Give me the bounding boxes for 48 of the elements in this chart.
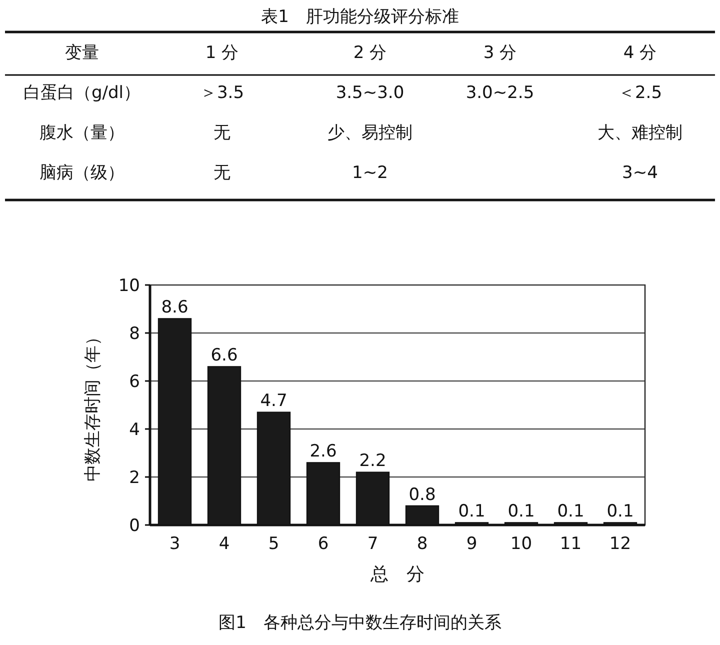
data-label: 6.6 — [210, 346, 238, 366]
x-tick-label: 4 — [218, 534, 230, 554]
y-tick-label: 10 — [118, 276, 140, 296]
text: ＞3.5 — [200, 83, 244, 103]
text: 4 分 — [623, 43, 657, 63]
text: 腹水（量） — [40, 123, 124, 143]
data-label: 0.1 — [606, 502, 634, 522]
data-label: 8.6 — [161, 298, 188, 318]
text: 无 — [214, 163, 230, 183]
text: 变量 — [65, 43, 99, 63]
data-label: 0.1 — [458, 502, 486, 522]
text: 表1 肝功能分级评分标准 — [261, 7, 459, 27]
x-tick-label: 7 — [367, 534, 378, 554]
x-tick-label: 8 — [416, 534, 428, 554]
y-tick-label: 8 — [129, 324, 140, 344]
caption: 图1 各种总分与中数生存时间的关系 — [218, 613, 502, 633]
data-label: 0.1 — [557, 502, 584, 522]
data-label: 0.8 — [408, 484, 436, 505]
data-label: 2.6 — [310, 442, 337, 462]
y-tick-label: 2 — [129, 468, 140, 488]
text: 3.5~3.0 — [336, 83, 404, 103]
x-tick-label: 6 — [318, 534, 329, 554]
data-label: 2.2 — [359, 451, 386, 472]
data-label: 4.7 — [260, 391, 288, 412]
data-label: 0.1 — [508, 502, 535, 522]
x-tick-label: 9 — [466, 534, 478, 554]
text: 无 — [214, 123, 230, 143]
text: 脑病（级） — [40, 163, 124, 183]
x-tick-label: 3 — [169, 534, 180, 554]
text: 少、易控制 — [328, 123, 412, 143]
y-tick-label: 4 — [129, 420, 140, 440]
x-tick-label: 12 — [609, 534, 632, 554]
x-axis-title: 总 分 — [370, 564, 424, 585]
text: 大、难控制 — [598, 123, 682, 143]
y-tick-label: 6 — [129, 372, 140, 392]
text: 1~2 — [352, 163, 388, 183]
text: 3 分 — [483, 43, 517, 63]
y-axis-title: 中数生存时间（年） — [83, 328, 103, 482]
text: 1 分 — [205, 43, 239, 63]
text: 2 分 — [353, 43, 387, 63]
text: 3.0~2.5 — [466, 83, 534, 103]
text: 3~4 — [622, 163, 658, 183]
x-tick-label: 5 — [268, 534, 280, 554]
x-tick-label: 11 — [560, 534, 582, 554]
y-tick-label: 0 — [129, 516, 140, 536]
text: 白蛋白（g/dl） — [23, 83, 141, 103]
x-tick-label: 10 — [510, 534, 532, 554]
text: ＜2.5 — [618, 83, 662, 103]
